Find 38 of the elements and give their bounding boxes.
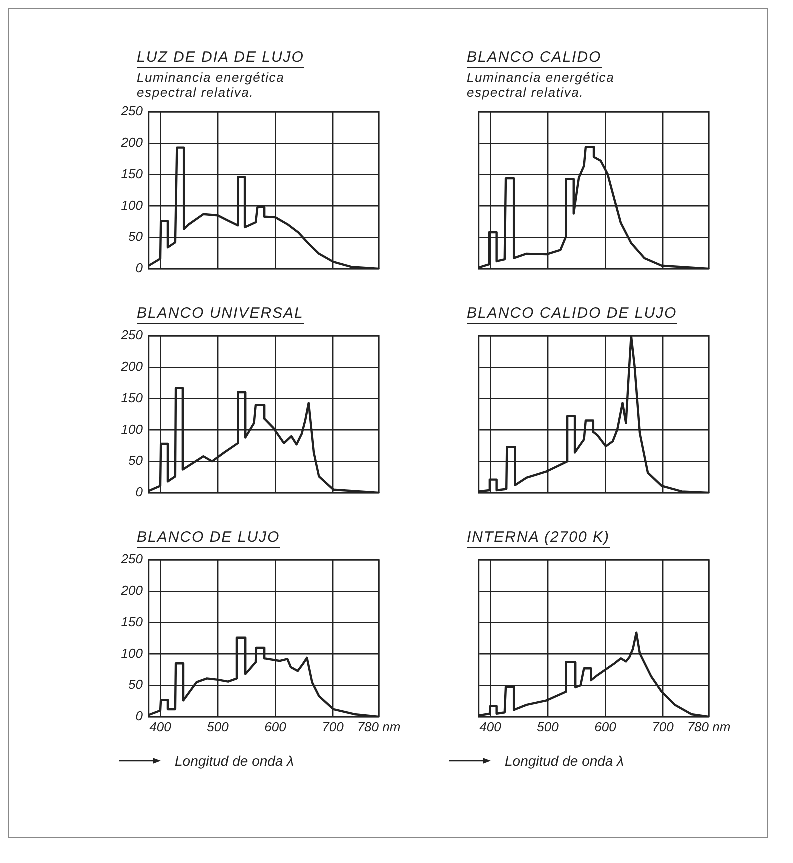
x-tick-label: 500 [207,719,230,734]
y-tick-label: 150 [121,390,144,406]
y-tick-label: 50 [128,229,144,244]
chart-title: BLANCO DE LUJO [137,529,280,548]
y-tick-label: 250 [120,328,144,343]
y-tick-label: 250 [120,104,144,119]
y-tick-label: 50 [128,677,144,692]
x-tick-label: 780 nm [687,719,731,734]
y-tick-label: 150 [121,614,144,630]
x-tick-label: 780 nm [357,719,401,734]
chart-subtitle: Luminancia energética espectral relativa. [467,70,616,100]
y-tick-label: 250 [120,552,144,567]
chart-title: LUZ DE DIA DE LUJO [137,49,304,68]
chart-title: BLANCO UNIVERSAL [137,305,304,324]
x-tick-label: 600 [264,719,288,734]
y-tick-label: 50 [128,453,144,468]
chart-subtitle: Luminancia energética espectral relativa. [137,70,286,100]
chart-title: INTERNA (2700 K) [467,529,610,548]
y-tick-label: 100 [121,198,144,213]
chart-title: BLANCO CALIDO DE LUJO [467,305,678,324]
y-tick-label: 0 [136,484,144,500]
y-tick-label: 200 [120,359,144,374]
y-tick-label: 0 [136,260,144,276]
x-tick-label: 400 [480,719,502,734]
x-tick-label: 700 [652,719,675,734]
x-tick-label: 500 [537,719,560,734]
x-tick-label: 400 [150,719,172,734]
chart-title: BLANCO CALIDO [467,49,602,68]
y-tick-label: 100 [121,646,144,661]
x-tick-label: 600 [594,719,618,734]
x-tick-label: 700 [322,719,345,734]
y-tick-label: 100 [121,422,144,437]
y-tick-label: 150 [121,166,144,182]
y-tick-label: 200 [120,135,144,150]
y-tick-label: 0 [136,708,144,724]
x-axis-title: Longitud de onda λ [175,753,294,769]
y-tick-label: 200 [120,583,144,598]
x-axis-title: Longitud de onda λ [505,753,624,769]
